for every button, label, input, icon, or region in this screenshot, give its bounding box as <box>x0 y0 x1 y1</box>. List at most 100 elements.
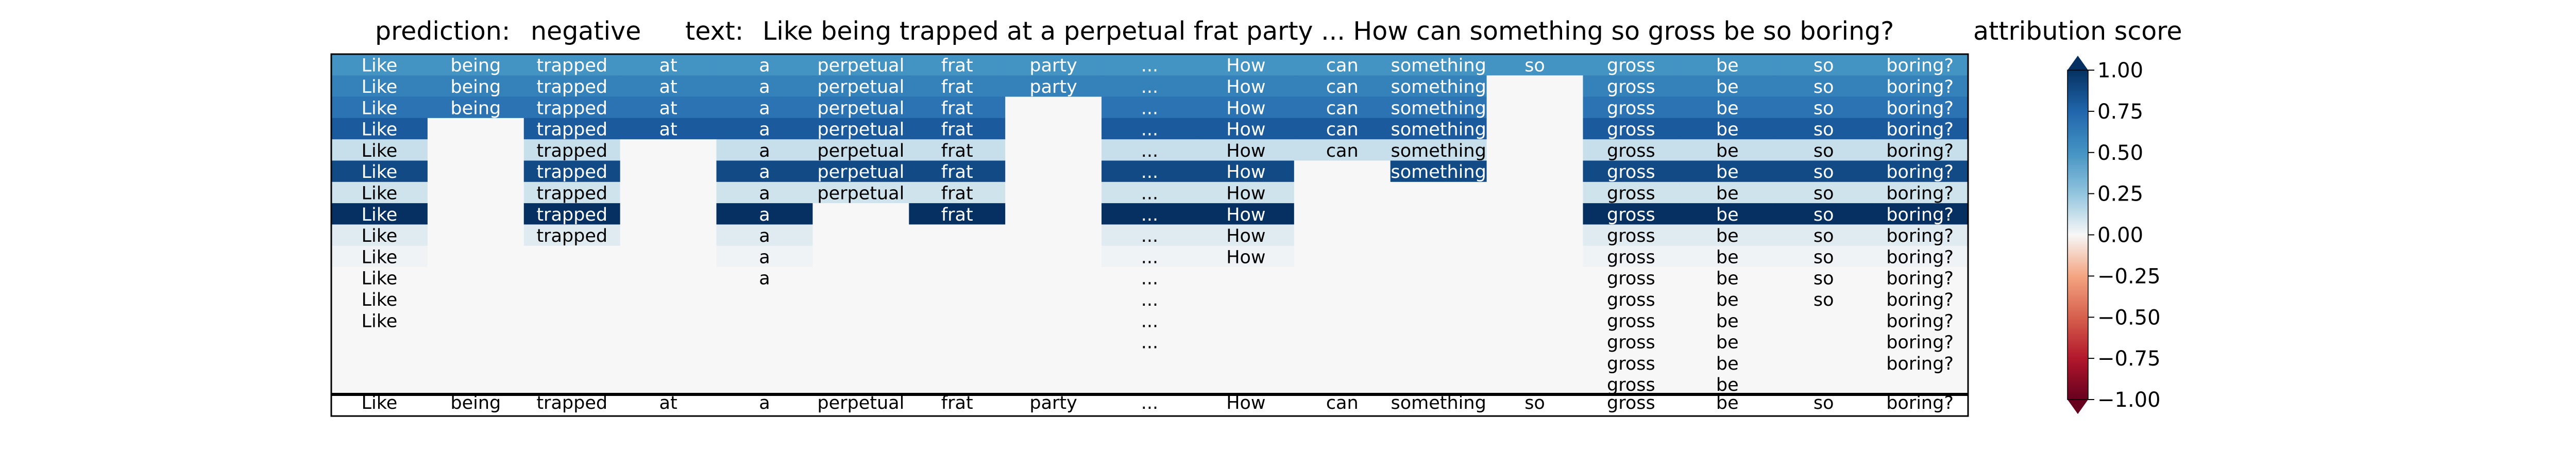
token-label: so <box>1814 162 1834 183</box>
heatmap-cell <box>1583 224 1680 246</box>
heatmap-cell <box>1005 203 1102 225</box>
heatmap-cell <box>1486 267 1584 289</box>
heatmap-cell <box>331 267 428 289</box>
token-label: can <box>1326 56 1359 76</box>
heatmap-cell <box>1872 352 1969 374</box>
token-label: boring? <box>1886 141 1954 161</box>
baseline-token: boring? <box>1886 393 1954 413</box>
heatmap-cell <box>716 288 814 310</box>
heatmap-cell <box>1390 288 1487 310</box>
token-label: trapped <box>536 226 607 246</box>
heatmap-cell <box>1486 288 1584 310</box>
heatmap-cell <box>716 309 814 332</box>
token-label: a <box>759 226 770 246</box>
heatmap-cell <box>1294 245 1391 268</box>
colorbar: 1.00 0.75 0.50 0.25 0.00 −0.25 −0.50 −0.75 −1.00 <box>2067 56 2161 414</box>
heatmap-cell <box>909 245 1006 268</box>
baseline-token: a <box>759 393 770 413</box>
heatmap-frame <box>330 53 1969 417</box>
heatmap-cell <box>1005 373 1102 395</box>
heatmap-cell <box>812 330 909 353</box>
token-label: Like <box>362 77 398 97</box>
heatmap-cell <box>1005 54 1102 76</box>
heatmap-cell <box>1775 181 1872 204</box>
heatmap-cell <box>1390 75 1487 97</box>
heatmap-cell <box>1486 373 1584 395</box>
token-label: How <box>1226 98 1265 119</box>
heatmap-cell <box>620 96 717 119</box>
heatmap-cell <box>331 75 428 97</box>
colorbar-gradient <box>2067 70 2088 400</box>
heatmap-cell <box>1486 118 1584 140</box>
heatmap-row: Like trapped a frat... How gross be so boring? <box>331 203 1969 225</box>
token-label: being <box>450 77 501 97</box>
token-label: something <box>1391 120 1486 140</box>
heatmap-cell <box>620 330 717 353</box>
heatmap-cell <box>1583 373 1680 395</box>
heatmap-row: Like trapped a... How gross be so boring? <box>331 224 1969 246</box>
token-label: ... <box>1141 269 1158 289</box>
heatmap-cell <box>1679 181 1776 204</box>
token-label: frat <box>941 120 973 140</box>
heatmap-cell <box>331 224 428 246</box>
colorbar-tick-label: 0.00 <box>2097 224 2143 247</box>
token-label: so <box>1814 56 1834 76</box>
heatmap-cell <box>331 373 428 395</box>
token-label: be <box>1716 354 1739 374</box>
heatmap-cell <box>427 224 524 246</box>
heatmap-cell <box>1679 139 1776 161</box>
token-label: be <box>1716 56 1739 76</box>
heatmap-cell <box>716 330 814 353</box>
heatmap-cell <box>523 309 621 332</box>
token-label: ... <box>1141 77 1158 97</box>
heatmap-cell <box>1872 288 1969 310</box>
token-label: a <box>759 247 770 268</box>
token-label: Like <box>362 56 398 76</box>
baseline-token: frat <box>941 393 973 413</box>
heatmap-cell <box>427 288 524 310</box>
heatmap-cell <box>1775 224 1872 246</box>
heatmap-cell <box>1294 181 1391 204</box>
heatmap-row: Like a... gross be so boring? <box>331 267 1969 289</box>
token-label: trapped <box>536 98 607 119</box>
token-label: gross <box>1607 311 1655 332</box>
heatmap-cell <box>427 373 524 395</box>
token-label: party <box>1029 56 1077 76</box>
heatmap-cell <box>1583 139 1680 161</box>
heatmap-cell <box>716 224 814 246</box>
heatmap-cell <box>331 160 428 183</box>
token-label: so <box>1814 205 1834 225</box>
heatmap-cell <box>1197 330 1295 353</box>
heatmap-cell <box>1486 330 1584 353</box>
heatmap-row: Like trapped a perpetual frat... How something… <box>331 160 1969 183</box>
token-label: ... <box>1141 205 1158 225</box>
colorbar-tick-label: −0.25 <box>2097 264 2161 288</box>
token-label: Like <box>362 269 398 289</box>
heatmap-cell <box>812 54 909 76</box>
token-label: trapped <box>536 162 607 183</box>
heatmap-cell <box>1872 181 1969 204</box>
heatmap-cell <box>1294 54 1391 76</box>
heatmap-cell <box>1775 267 1872 289</box>
token-label: ... <box>1141 56 1158 76</box>
heatmap-cell <box>1005 267 1102 289</box>
heatmap-cell <box>1486 352 1584 374</box>
baseline-token: gross <box>1607 393 1655 413</box>
colorbar-tick-label: −0.75 <box>2097 347 2161 371</box>
baseline-token: perpetual <box>817 393 904 413</box>
token-label: boring? <box>1886 311 1954 332</box>
heatmap-cell <box>620 288 717 310</box>
token-label: be <box>1716 77 1739 97</box>
token-label: gross <box>1607 269 1655 289</box>
heatmap-cell <box>1197 373 1295 395</box>
heatmap-cell <box>1101 245 1198 268</box>
heatmap-cell <box>1775 373 1872 395</box>
heatmap-cell <box>427 203 524 225</box>
token-label: gross <box>1607 290 1655 310</box>
token-label: boring? <box>1886 354 1954 374</box>
token-label: gross <box>1607 120 1655 140</box>
heatmap-cell <box>523 245 621 268</box>
token-label: frat <box>941 77 973 97</box>
heatmap-cell <box>523 96 621 119</box>
heatmap-cell <box>1872 54 1969 76</box>
